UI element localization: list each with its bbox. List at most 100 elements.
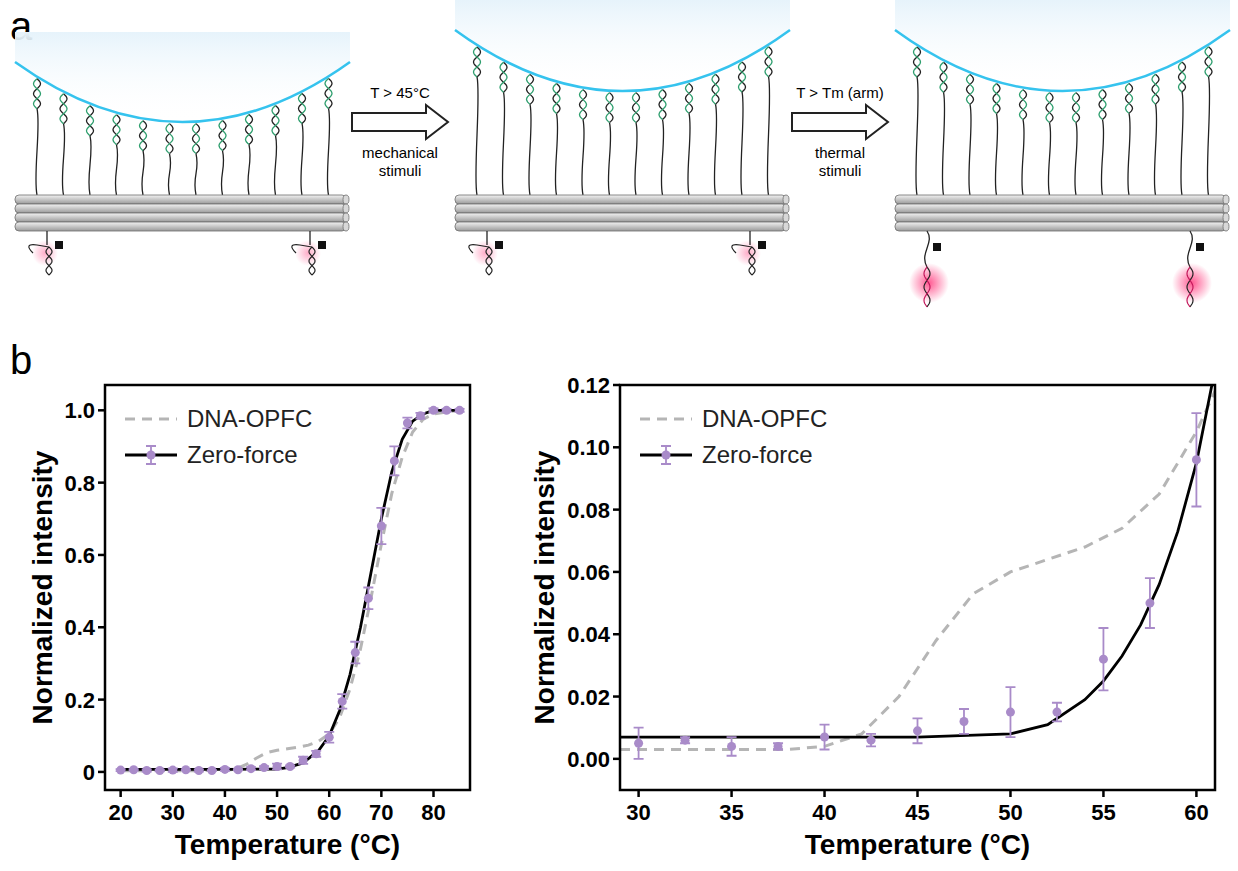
helix-strand <box>739 62 746 92</box>
x-tick-label: 50 <box>998 800 1022 825</box>
helix-strand <box>272 106 279 136</box>
error-bar <box>337 694 347 708</box>
helix-strand <box>606 93 613 123</box>
helix-strand <box>500 62 507 92</box>
helix-strand <box>60 94 67 124</box>
helix-strand <box>193 124 200 154</box>
quenched-glow <box>735 240 761 266</box>
origami-rod <box>455 204 786 213</box>
helix-strand <box>299 94 306 124</box>
step-arrow: T > 45°C mechanicalstimuli <box>352 84 448 179</box>
data-point <box>325 733 334 742</box>
rod-end <box>783 195 789 204</box>
surface-shade <box>895 0 1230 91</box>
helix-strand <box>686 83 693 113</box>
data-point <box>416 411 425 420</box>
linker-strand <box>168 154 170 195</box>
origami-state <box>455 0 790 275</box>
legend-swatch <box>662 451 671 460</box>
helix-strand <box>474 47 481 77</box>
error-bar <box>324 732 334 743</box>
helix-strand <box>140 121 147 151</box>
y-tick-label: 0.04 <box>567 622 611 647</box>
data-point <box>299 756 308 765</box>
helix-strand <box>1073 93 1080 123</box>
plot-data <box>116 406 465 775</box>
open-arm <box>1188 231 1193 267</box>
origami-state <box>895 0 1230 307</box>
linker-strand <box>1181 92 1183 195</box>
linker-strand <box>476 77 478 195</box>
surface-shade <box>455 0 790 91</box>
linker-strand <box>89 136 91 195</box>
data-point <box>207 766 216 775</box>
helix-strand <box>739 62 746 92</box>
helix-strand <box>246 115 253 145</box>
origami-rod <box>15 204 346 213</box>
linker-strand <box>502 92 504 195</box>
error-bar <box>820 725 830 750</box>
data-point <box>442 406 451 415</box>
y-tick-label: 0.2 <box>64 688 95 713</box>
error-bar <box>866 734 876 746</box>
origami-rod <box>455 213 786 222</box>
data-point <box>286 762 295 771</box>
error-bar <box>1052 703 1062 722</box>
data-point <box>1099 655 1108 664</box>
rod-end <box>343 222 349 231</box>
fit-line <box>620 385 1215 737</box>
linker-strand <box>661 120 663 195</box>
x-tick-label: 55 <box>1091 800 1115 825</box>
quenched-glow <box>32 240 58 266</box>
quencher <box>758 241 766 249</box>
legend: DNA-OPFCZero-force <box>125 405 312 468</box>
y-axis-title: Normalized intensity <box>27 450 58 724</box>
error-bar <box>913 718 923 743</box>
linker-strand <box>608 123 610 195</box>
helix-strand <box>659 90 666 120</box>
helix-strand <box>659 90 666 120</box>
data-point <box>194 766 203 775</box>
helix-strand <box>1099 90 1106 120</box>
origami-state <box>15 32 350 275</box>
linker-strand <box>995 114 997 195</box>
quencher <box>55 241 63 249</box>
origami-rod <box>895 195 1226 204</box>
helix-strand <box>246 115 253 145</box>
data-point <box>727 742 736 751</box>
data-point <box>233 765 242 774</box>
data-point <box>312 749 321 758</box>
error-bar <box>727 737 737 756</box>
data-point <box>377 522 386 531</box>
legend-label: DNA-OPFC <box>702 405 827 432</box>
helix-strand <box>633 93 640 123</box>
legend-swatch <box>661 446 671 464</box>
linker-strand <box>688 113 690 195</box>
helix-strand <box>193 124 200 154</box>
step-stimulus: mechanicalstimuli <box>362 144 438 179</box>
legend-swatch <box>147 451 156 460</box>
linker-strand <box>36 109 38 195</box>
data-point <box>455 406 464 415</box>
step-condition: T > 45°C <box>370 84 430 101</box>
y-tick-label: 0.02 <box>567 685 610 710</box>
x-tick-label: 70 <box>369 800 393 825</box>
y-tick-label: 0.8 <box>64 471 95 496</box>
helix-strand <box>712 74 719 104</box>
arm-helix <box>1187 267 1193 307</box>
helix-strand <box>1179 62 1186 92</box>
figure: aT > 45°CmechanicalstimuliT > Tm (arm)th… <box>0 0 1238 871</box>
hairpin-helix <box>46 247 52 275</box>
rod-end <box>1223 195 1229 204</box>
origami-rod <box>455 222 786 231</box>
origami-rod <box>15 195 346 204</box>
x-tick-label: 60 <box>1184 800 1208 825</box>
step-stimulus: thermalstimuli <box>815 144 865 179</box>
rod-end <box>1223 222 1229 231</box>
rod-end <box>783 204 789 213</box>
hairpin-helix <box>749 247 755 275</box>
chart: 303540455055600.000.020.040.060.080.100.… <box>529 369 1215 860</box>
plot-data <box>620 385 1215 759</box>
helix-strand <box>914 47 921 77</box>
origami-rod <box>895 204 1226 213</box>
